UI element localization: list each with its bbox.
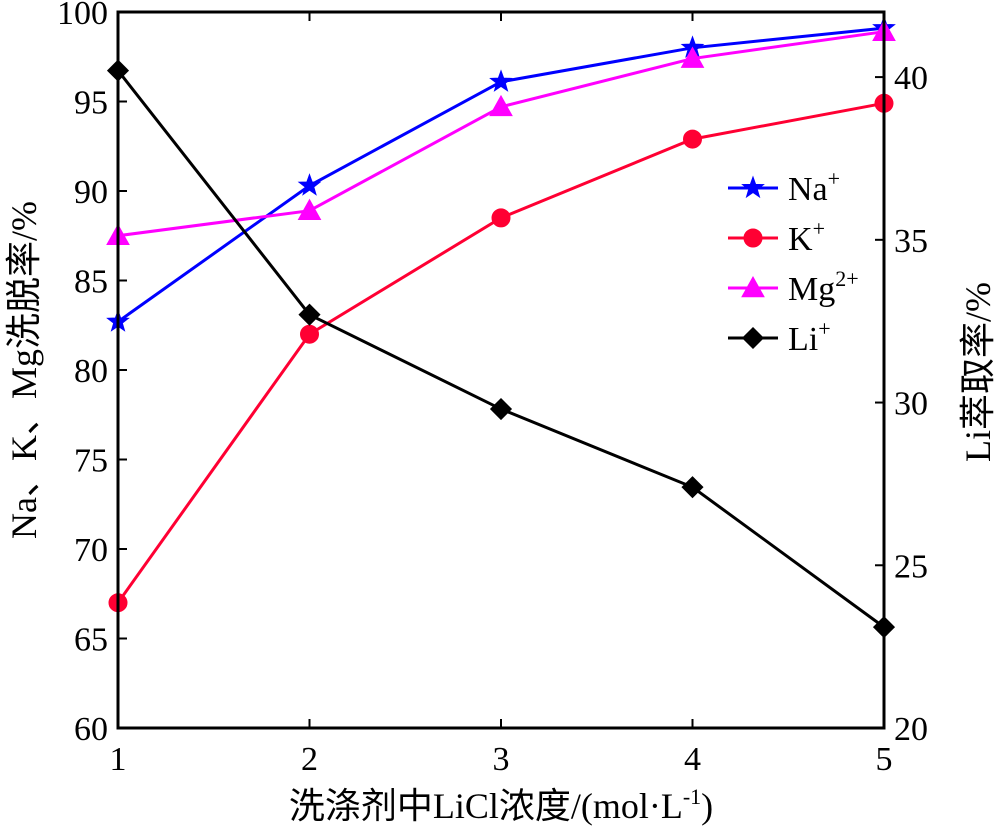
x-tick-label: 3	[493, 741, 510, 778]
ticks-layer: 1 2 3 4 5 60 65 70 75 80 85 90 95 100 20 25 30 35 40	[57, 0, 928, 778]
legend-label-name: Li	[788, 321, 818, 358]
y-left-tick-label: 90	[74, 174, 108, 211]
series-k	[108, 93, 894, 613]
x-tick-label: 4	[684, 741, 701, 778]
legend-label-sup: 2+	[835, 266, 858, 291]
legend-label: Na+	[788, 166, 840, 208]
y-axis-right-label: Li萃取率/%	[958, 282, 998, 462]
y-axis-left-label: Na、K、Mg洗脱率/%	[4, 201, 44, 539]
legend-label: K+	[788, 216, 825, 258]
legend-marker	[743, 228, 763, 248]
y-right-tick-label: 20	[894, 711, 928, 748]
legend-marker	[741, 326, 765, 350]
data-point-li	[681, 476, 704, 499]
x-tick-label: 2	[301, 741, 318, 778]
legend-label: Li+	[788, 316, 831, 358]
data-point-li	[489, 397, 513, 421]
series-li	[106, 59, 896, 639]
legend-marker	[741, 275, 765, 298]
legend-label-sup: +	[813, 216, 825, 241]
data-point-k	[491, 208, 511, 228]
y-right-tick-label: 40	[894, 60, 928, 97]
y-right-tick-label: 30	[894, 386, 928, 423]
legend-entry-na: Na+	[728, 166, 840, 208]
legend-marker	[741, 175, 765, 199]
x-axis-label-main: 洗涤剂中LiCl浓度/(mol·L	[289, 786, 683, 826]
y-left-tick-label: 60	[74, 711, 108, 748]
x-axis-label: 洗涤剂中LiCl浓度/(mol·L-1)	[289, 784, 713, 826]
legend-entry-k: K+	[728, 216, 825, 258]
y-left-tick-label: 70	[74, 532, 108, 569]
plot-frame	[116, 10, 886, 730]
data-point-mg	[680, 46, 705, 68]
legend-label: Mg2+	[788, 266, 859, 308]
data-point-k	[300, 324, 319, 344]
legend-label-name: K	[788, 221, 813, 258]
series-layer	[106, 15, 896, 639]
y-left-tick-label: 65	[74, 622, 108, 659]
series-line-mg	[117, 30, 885, 238]
y-right-tick-label: 25	[894, 548, 928, 585]
data-point-mg	[489, 94, 513, 117]
data-point-mg	[297, 198, 322, 220]
y-left-tick-label: 80	[74, 353, 108, 390]
legend-label-name: Mg	[788, 271, 835, 308]
legend: Na+K+Mg2+Li+	[728, 166, 859, 358]
series-na	[106, 15, 896, 332]
data-point-k	[683, 129, 702, 149]
data-point-li	[298, 303, 321, 326]
data-point-na	[489, 69, 513, 92]
legend-label-name: Na	[788, 171, 828, 208]
y-right-tick-label: 35	[894, 223, 928, 260]
x-tick-label: 5	[876, 741, 893, 778]
x-axis-label-close: )	[701, 786, 713, 826]
y-left-tick-label: 75	[74, 443, 108, 480]
legend-entry-li: Li+	[728, 316, 831, 358]
x-axis-label-sup: -1	[683, 784, 701, 809]
y-left-tick-label: 95	[74, 85, 108, 122]
y-left-tick-label: 100	[57, 0, 108, 32]
data-point-na	[297, 173, 322, 196]
legend-label-sup: +	[818, 316, 830, 341]
series-line-li	[116, 69, 885, 629]
x-tick-label: 1	[110, 741, 127, 778]
legend-label-sup: +	[828, 166, 840, 191]
series-line-k	[116, 101, 885, 604]
legend-entry-mg: Mg2+	[728, 266, 859, 308]
y-left-tick-label: 85	[74, 264, 108, 301]
